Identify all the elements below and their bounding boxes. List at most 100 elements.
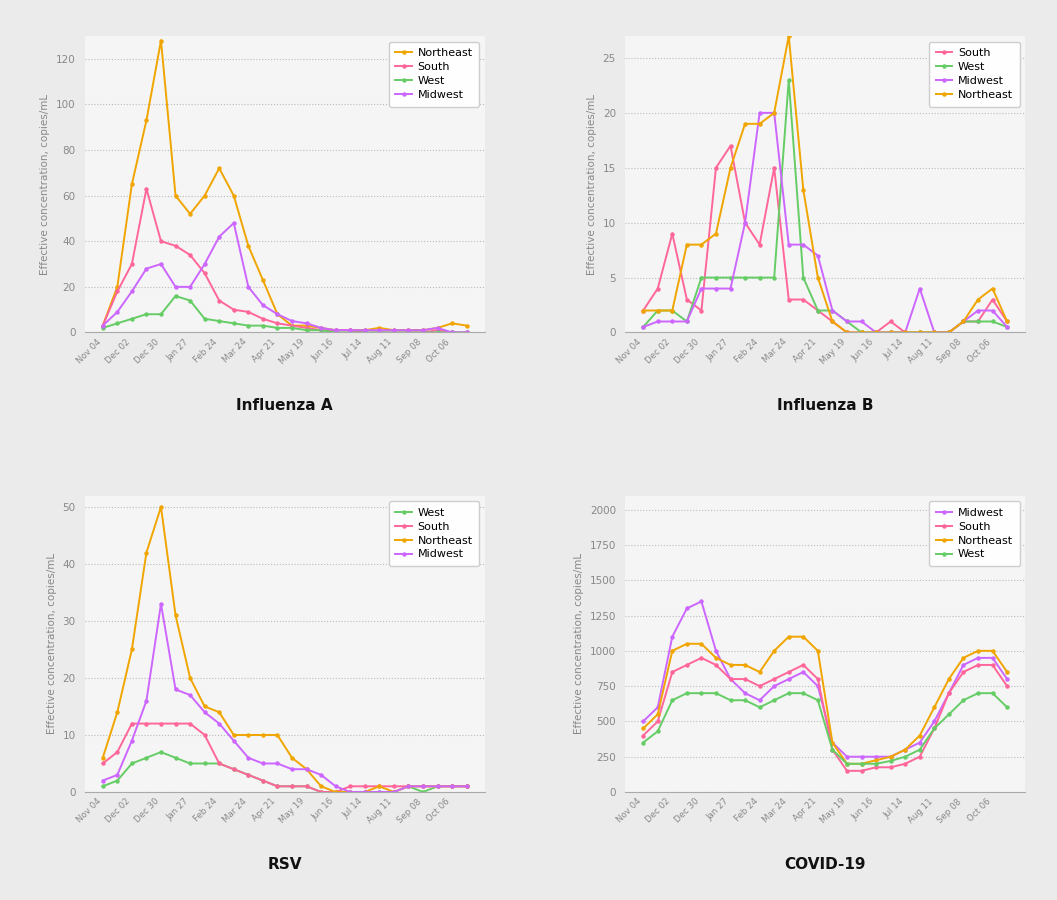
- Northeast: [330, 787, 342, 797]
- Midwest: [913, 284, 926, 294]
- South: [388, 327, 401, 338]
- Midwest: [285, 764, 298, 775]
- South: [388, 781, 401, 792]
- West: [928, 327, 941, 338]
- West: [636, 737, 649, 748]
- South: [724, 674, 737, 685]
- West: [315, 325, 328, 336]
- Midwest: [709, 284, 722, 294]
- Midwest: [285, 316, 298, 327]
- Northeast: [855, 327, 868, 338]
- South: [913, 327, 926, 338]
- West: [681, 688, 693, 698]
- Northeast: [812, 272, 824, 283]
- Northeast: [199, 190, 211, 201]
- Midwest: [1001, 321, 1014, 332]
- Northeast: [651, 305, 664, 316]
- South: [840, 327, 853, 338]
- West: [141, 752, 153, 763]
- West: [416, 787, 429, 797]
- Midwest: [257, 300, 270, 310]
- Midwest: [358, 325, 371, 336]
- Midwest: [446, 327, 459, 338]
- West: [154, 747, 167, 758]
- Northeast: [797, 184, 810, 195]
- West: [739, 272, 752, 283]
- West: [928, 723, 941, 734]
- Northeast: [754, 667, 766, 678]
- Northeast: [285, 752, 298, 763]
- Northeast: [739, 119, 752, 130]
- South: [767, 674, 780, 685]
- Midwest: [986, 305, 999, 316]
- Midwest: [913, 737, 926, 748]
- Northeast: [315, 322, 328, 333]
- South: [446, 781, 459, 792]
- West: [870, 759, 883, 769]
- South: [827, 744, 839, 755]
- Midwest: [96, 775, 109, 786]
- South: [431, 781, 444, 792]
- South: [696, 305, 708, 316]
- Midwest: [373, 325, 386, 336]
- Midwest: [827, 737, 839, 748]
- South: [126, 258, 138, 269]
- Midwest: [724, 674, 737, 685]
- South: [416, 327, 429, 338]
- Northeast: [636, 723, 649, 734]
- West: [636, 321, 649, 332]
- Midwest: [681, 316, 693, 327]
- Northeast: [1001, 667, 1014, 678]
- Northeast: [898, 327, 911, 338]
- Midwest: [330, 325, 342, 336]
- West: [242, 770, 255, 780]
- Northeast: [840, 327, 853, 338]
- Northeast: [928, 327, 941, 338]
- Midwest: [227, 735, 240, 746]
- Northeast: [402, 781, 414, 792]
- Midwest: [402, 781, 414, 792]
- Midwest: [344, 787, 356, 797]
- Midwest: [344, 325, 356, 336]
- Midwest: [636, 321, 649, 332]
- South: [461, 327, 474, 338]
- Northeast: [782, 631, 795, 642]
- Midwest: [767, 680, 780, 691]
- West: [986, 316, 999, 327]
- Midwest: [388, 787, 401, 797]
- Midwest: [812, 250, 824, 261]
- South: [681, 294, 693, 305]
- Northeast: [767, 107, 780, 118]
- West: [898, 327, 911, 338]
- Midwest: [300, 318, 313, 328]
- South: [330, 787, 342, 797]
- South: [431, 325, 444, 336]
- Midwest: [855, 752, 868, 762]
- Northeast: [446, 781, 459, 792]
- South: [227, 764, 240, 775]
- West: [754, 272, 766, 283]
- West: [1001, 321, 1014, 332]
- Northeast: [212, 706, 225, 717]
- West: [797, 688, 810, 698]
- South: [739, 674, 752, 685]
- South: [913, 752, 926, 762]
- West: [141, 309, 153, 320]
- Northeast: [928, 702, 941, 713]
- Northeast: [827, 737, 839, 748]
- Y-axis label: Effective concentration, copies/mL: Effective concentration, copies/mL: [40, 94, 51, 274]
- Northeast: [431, 322, 444, 333]
- South: [971, 660, 984, 670]
- Northeast: [227, 190, 240, 201]
- South: [767, 162, 780, 173]
- South: [257, 313, 270, 324]
- South: [416, 781, 429, 792]
- West: [782, 75, 795, 86]
- Line: West: West: [101, 294, 468, 334]
- Line: Midwest: Midwest: [642, 600, 1008, 758]
- Midwest: [111, 307, 124, 318]
- Midwest: [271, 758, 283, 769]
- South: [402, 327, 414, 338]
- Midwest: [739, 688, 752, 698]
- West: [971, 688, 984, 698]
